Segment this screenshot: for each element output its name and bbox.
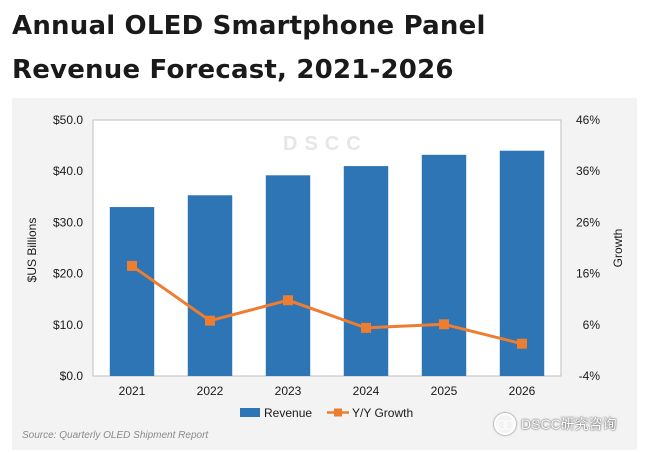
growth-point-2025: [439, 319, 449, 330]
legend: Revenue Y/Y Growth: [240, 406, 413, 420]
page-title: Annual OLED Smartphone Panel Revenue For…: [12, 4, 486, 92]
y2-tick-label: 16%: [576, 267, 600, 281]
y-tick-label: $50.0: [53, 113, 83, 127]
x-tick-label: 2025: [431, 384, 458, 398]
x-tick-label: 2026: [509, 384, 536, 398]
legend-revenue-swatch: [240, 408, 260, 417]
bar-revenue-2025: [421, 154, 467, 376]
plot-area: [92, 119, 562, 377]
y2-axis-label: Growth: [611, 229, 625, 268]
y2-tick-label: 26%: [576, 215, 600, 229]
y-tick-label: $0.0: [60, 369, 84, 383]
y-axis-label: $US Billions: [25, 218, 39, 283]
x-tick-label: 2024: [353, 384, 380, 398]
growth-point-2026: [517, 338, 527, 349]
growth-line: [127, 260, 527, 349]
bar-revenue-2023: [265, 175, 311, 376]
wechat-watermark: DSCC研究咨询: [494, 413, 617, 435]
y2-tick-label: 46%: [576, 113, 600, 127]
growth-point-2022: [205, 315, 215, 326]
title-line-2: Revenue Forecast, 2021-2026: [12, 55, 454, 85]
y-tick-label: $20.0: [53, 267, 83, 281]
x-tick-label: 2023: [275, 384, 302, 398]
y-tick-label: $40.0: [53, 164, 83, 178]
growth-polyline: [131, 264, 523, 346]
wechat-icon: [494, 413, 516, 435]
y2-axis-ticks: -4% 6% 16% 26% 36% 46%: [576, 113, 600, 383]
bar-revenue-2022: [187, 195, 233, 376]
legend-growth-label: Y/Y Growth: [352, 406, 413, 420]
y2-tick-label: 6%: [583, 318, 601, 332]
x-axis-ticks: 2021 2022 2023 2024 2025 2026: [119, 384, 536, 398]
x-tick-label: 2021: [119, 384, 146, 398]
y2-tick-label: 36%: [576, 164, 600, 178]
legend-revenue-label: Revenue: [264, 406, 312, 420]
growth-point-2023: [283, 295, 293, 306]
y-tick-label: $30.0: [53, 215, 83, 229]
x-tick-label: 2022: [197, 384, 224, 398]
y-tick-label: $10.0: [53, 318, 83, 332]
bar-revenue-2024: [343, 166, 389, 376]
watermark-dscc: DSCC: [283, 133, 368, 155]
bar-revenue-2021: [109, 207, 155, 376]
growth-point-2021: [127, 260, 137, 271]
source-note: Source: Quarterly OLED Shipment Report: [22, 430, 209, 441]
title-line-1: Annual OLED Smartphone Panel: [12, 11, 486, 41]
y-axis-ticks: $0.0 $10.0 $20.0 $30.0 $40.0 $50.0: [53, 113, 83, 383]
wechat-label: DSCC研究咨询: [521, 416, 617, 432]
bar-revenue-2026: [499, 150, 545, 376]
y2-tick-label: -4%: [579, 369, 601, 383]
revenue-bars: [109, 150, 545, 376]
growth-point-2024: [361, 322, 371, 333]
legend-growth-swatch-marker: [334, 408, 342, 417]
